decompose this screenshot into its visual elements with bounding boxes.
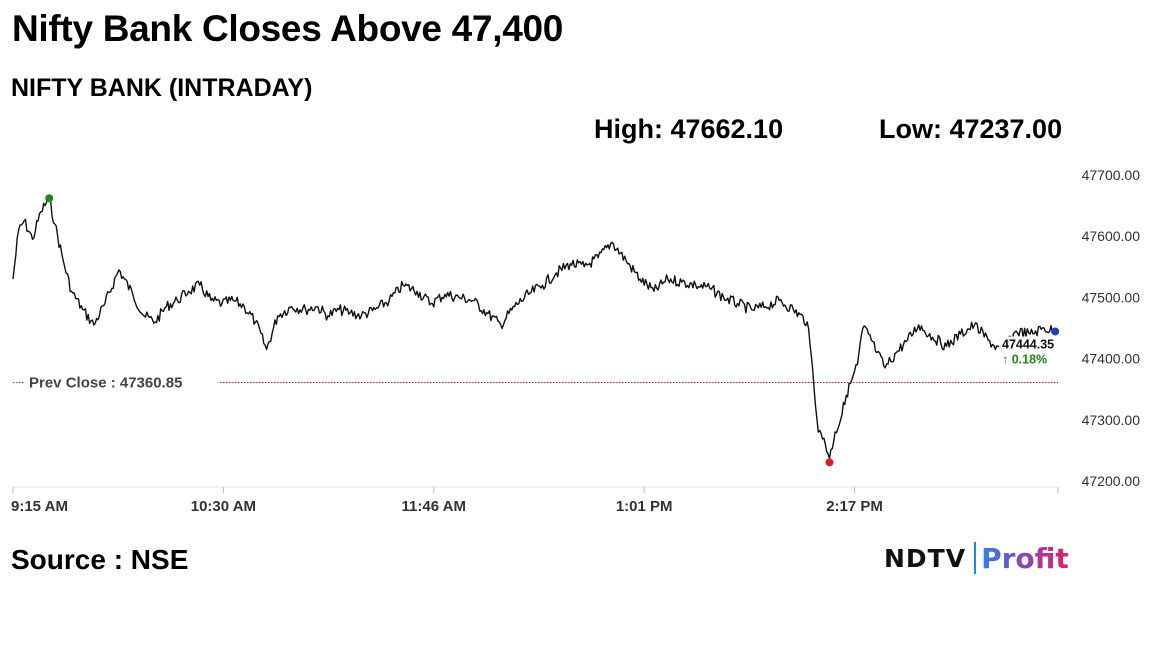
logo-ndtv-text: NDTV bbox=[884, 543, 967, 573]
y-tick-label: 47700.00 bbox=[1082, 167, 1141, 183]
prev-close-label-bg bbox=[24, 373, 218, 392]
y-tick-label: 47500.00 bbox=[1082, 289, 1141, 305]
y-tick-label: 47400.00 bbox=[1082, 351, 1141, 367]
x-tick-label: 2:17 PM bbox=[826, 498, 883, 515]
y-tick-label: 47300.00 bbox=[1082, 412, 1141, 428]
x-tick-label: 11:46 AM bbox=[402, 498, 466, 515]
low-marker bbox=[825, 458, 834, 467]
headline: Nifty Bank Closes Above 47,400 bbox=[12, 8, 564, 49]
last-value-label: 47444.35 bbox=[1002, 337, 1054, 351]
source-note: Source : NSE bbox=[11, 544, 189, 575]
price-line bbox=[12, 196, 1056, 460]
high-marker bbox=[45, 194, 54, 203]
logo-profit-text: Profit bbox=[981, 541, 1069, 575]
intraday-line-chart: 47200.00 47300.00 47400.00 47500.00 47600.00… bbox=[11, 167, 1141, 515]
y-tick-label: 47200.00 bbox=[1082, 473, 1141, 489]
last-price-marker bbox=[1051, 327, 1060, 336]
x-tick-label: 1:01 PM bbox=[616, 498, 673, 515]
chart-subtitle: NIFTY BANK (INTRADAY) bbox=[11, 74, 313, 102]
ndtv-profit-logo: NDTV Profit bbox=[884, 538, 1069, 578]
x-tick-label: 10:30 AM bbox=[191, 498, 256, 515]
high-stat: High: 47662.10 bbox=[594, 114, 784, 144]
change-label: ↑ 0.18% bbox=[1002, 352, 1047, 366]
y-tick-label: 47600.00 bbox=[1082, 228, 1141, 244]
prev-close-label: Prev Close : 47360.85 bbox=[29, 375, 182, 392]
x-tick-label: 9:15 AM bbox=[11, 498, 68, 515]
last-value-label-bg bbox=[999, 336, 1061, 371]
logo-divider bbox=[974, 542, 977, 574]
low-stat: Low: 47237.00 bbox=[879, 114, 1063, 144]
